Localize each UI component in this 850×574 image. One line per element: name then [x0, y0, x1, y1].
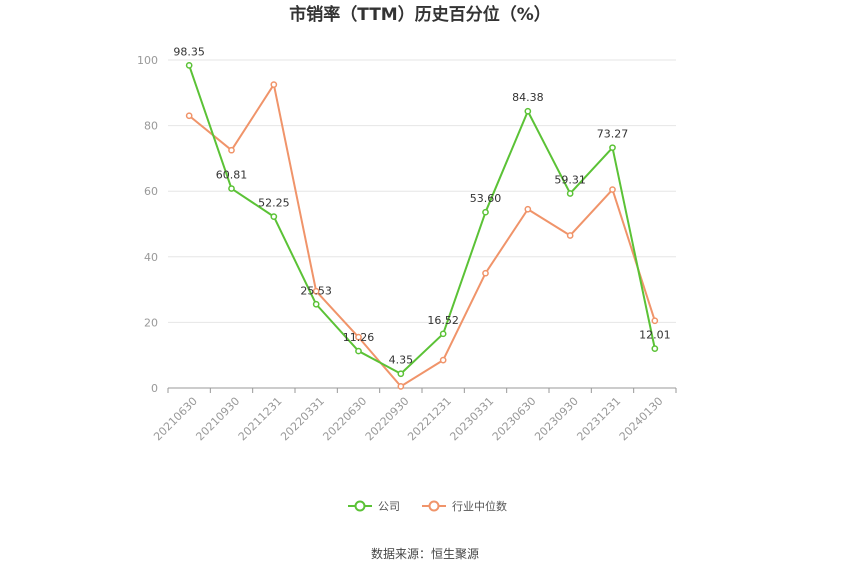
series-layer: 98.35 60.81 52.25 25.53 11.26 4.35 16.52 53.60 8…: [173, 45, 671, 390]
data-label: 84.38: [512, 91, 544, 104]
data-point: [185, 62, 193, 69]
data-label: 52.25: [258, 197, 290, 210]
series-line: [188, 83, 656, 388]
y-axis: 0 20 40 60 80 100: [137, 54, 158, 395]
data-label: 12.01: [639, 329, 671, 342]
series-line: [188, 65, 656, 375]
x-tick-label: 20230930: [532, 395, 581, 444]
data-point: [270, 213, 278, 220]
source-note: 数据来源：恒生聚源: [371, 546, 479, 561]
x-tick-label: 20211231: [236, 395, 285, 444]
legend-item-company[interactable]: 公司: [348, 500, 400, 513]
data-label: 11.26: [343, 331, 375, 344]
x-tick-label: 20221231: [405, 395, 454, 444]
data-point: [524, 205, 532, 213]
data-label: 25.53: [300, 284, 332, 297]
series-company: 98.35 60.81 52.25 25.53 11.26 4.35 16.52 53.60 8…: [173, 45, 671, 378]
data-label: 4.35: [389, 354, 414, 367]
x-tick-label: 20210930: [193, 395, 242, 444]
data-point: [482, 208, 489, 216]
y-tick-label: 100: [137, 54, 158, 67]
series-industry-median: [185, 81, 659, 390]
data-label: 16.52: [427, 314, 459, 327]
data-label: 98.35: [173, 45, 205, 58]
x-tick-label: 20220331: [278, 395, 327, 444]
data-point: [524, 107, 532, 115]
data-point: [439, 356, 447, 364]
data-point: [355, 333, 362, 341]
data-point: [270, 81, 278, 88]
data-point: [609, 144, 616, 152]
data-label: 60.81: [216, 169, 248, 182]
y-tick-label: 20: [144, 316, 158, 329]
x-tick-label: 20231231: [574, 395, 623, 444]
x-axis: 2021063020210930202112312022033120220630…: [151, 387, 677, 444]
legend-marker: [354, 500, 366, 512]
legend-label: 行业中位数: [452, 499, 507, 513]
data-point: [312, 287, 320, 295]
data-point: [566, 190, 574, 197]
data-label: 59.31: [554, 173, 586, 186]
legend-label: 公司: [378, 500, 400, 513]
data-point: [355, 347, 362, 355]
legend-marker: [428, 500, 440, 512]
data-point: [651, 345, 659, 352]
data-point: [397, 383, 405, 390]
data-point: [228, 146, 235, 154]
x-tick-label: 20210630: [151, 395, 200, 444]
legend[interactable]: 公司 行业中位数: [348, 499, 507, 513]
y-tick-label: 60: [144, 185, 158, 198]
y-tick-label: 80: [144, 120, 158, 133]
x-tick-label: 20230630: [490, 395, 539, 444]
data-point: [482, 269, 489, 277]
x-tick-label: 20240130: [617, 395, 666, 444]
legend-item-industry-median[interactable]: 行业中位数: [422, 499, 507, 513]
x-tick-label: 20220930: [363, 395, 412, 444]
data-point: [609, 186, 616, 193]
data-label: 73.27: [597, 128, 629, 141]
y-tick-label: 40: [144, 251, 158, 264]
data-point: [651, 317, 659, 325]
data-point: [397, 370, 405, 378]
x-tick-label: 20220630: [320, 395, 369, 444]
data-point: [228, 185, 235, 192]
x-tick-label: 20230331: [447, 395, 496, 444]
data-point: [312, 300, 320, 308]
data-point: [566, 232, 574, 239]
y-tick-label: 0: [151, 382, 158, 395]
data-point: [439, 330, 447, 338]
chart-title: 市销率（TTM）历史百分位（%）: [289, 4, 551, 25]
data-label: 53.60: [470, 192, 502, 205]
data-point: [185, 112, 193, 120]
grid: [168, 59, 676, 323]
